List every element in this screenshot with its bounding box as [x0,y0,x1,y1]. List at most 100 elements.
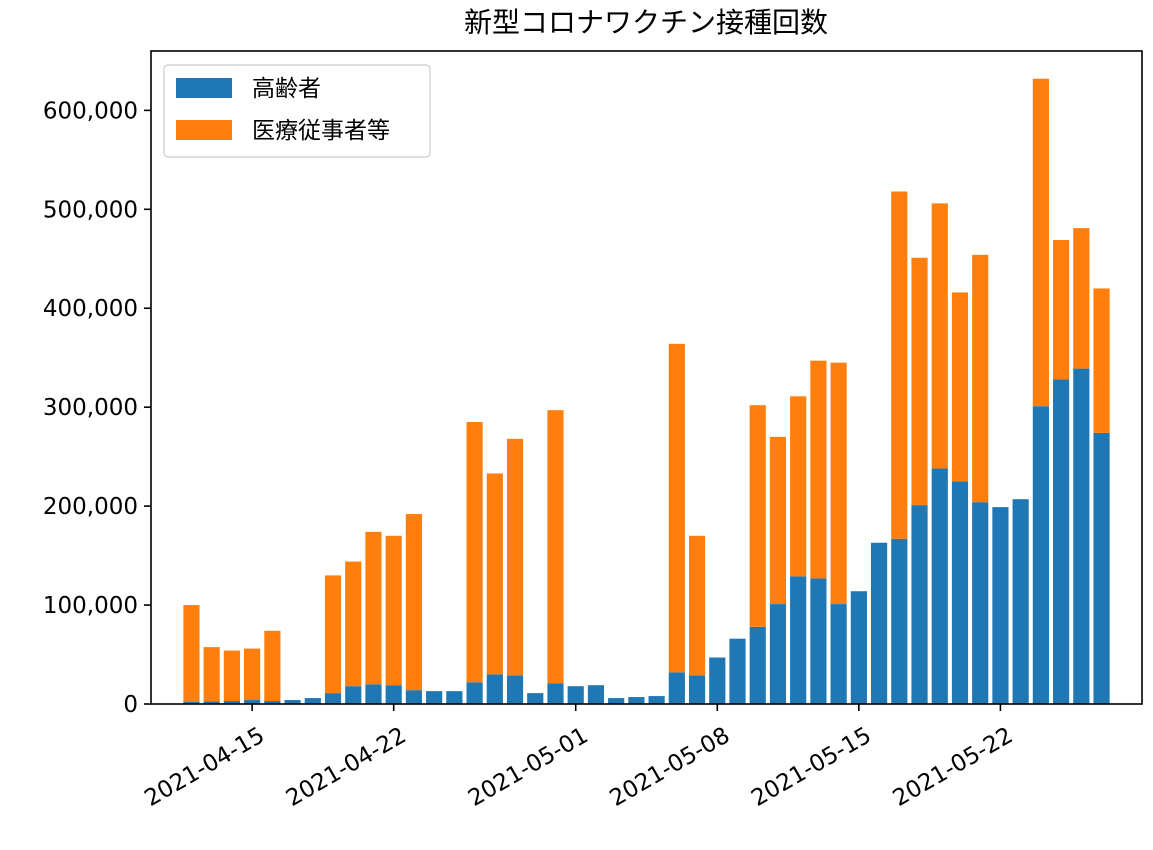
bar-medical-2021-05-26 [1073,228,1090,369]
bar-elderly-2021-04-16 [264,701,281,704]
bar-medical-2021-05-11 [769,436,787,605]
y-tick-label: 100,000 [43,593,138,619]
bar-medical-2021-05-27 [1093,288,1110,433]
bar-medical-2021-04-14 [223,650,240,702]
x-tick-label: 2021-05-15 [747,723,876,812]
bar-medical-2021-04-30 [547,410,564,684]
bar-elderly-2021-04-26 [466,682,483,704]
bar-elderly-2021-05-21 [972,502,989,704]
bar-elderly-2021-05-27 [1093,432,1110,704]
legend: 高齢者 医療従事者等 [163,64,431,158]
bar-elderly-2021-04-15 [244,700,261,704]
bar-elderly-2021-05-24 [1032,406,1049,704]
bar-medical-2021-04-28 [506,438,524,676]
bar-medical-2021-04-26 [466,422,483,683]
bar-elderly-2021-04-21 [365,684,382,704]
bar-elderly-2021-05-17 [891,538,908,704]
bar-elderly-2021-05-10 [749,626,766,704]
bar-medical-2021-05-19 [931,203,948,469]
bar-elderly-2021-05-25 [1053,379,1070,704]
bar-elderly-2021-05-13 [810,578,827,704]
bar-elderly-2021-04-22 [385,685,402,704]
bar-medical-2021-04-22 [385,535,402,686]
bar-medical-2021-05-18 [911,257,928,506]
bar-medical-2021-04-20 [345,561,362,687]
y-tick-label: 400,000 [43,296,138,322]
legend-swatch-elderly [176,78,232,98]
bar-elderly-2021-05-06 [668,672,685,704]
bar-elderly-2021-04-23 [405,690,423,704]
bar-elderly-2021-05-05 [648,696,665,704]
bar-elderly-2021-05-18 [911,505,928,704]
bar-elderly-2021-04-28 [506,675,524,704]
x-tick-label: 2021-05-22 [889,723,1018,812]
bar-medical-2021-04-23 [405,514,423,691]
bar-medical-2021-05-07 [688,535,706,676]
chart-title: 新型コロナワクチン接種回数 [464,6,828,39]
bar-elderly-2021-05-02 [587,685,605,704]
bar-elderly-2021-05-19 [931,468,948,704]
bar-medical-2021-04-21 [365,531,382,685]
x-tick-label: 2021-05-08 [606,723,735,812]
bar-elderly-2021-05-12 [790,576,807,704]
y-axis: 0 100,000 200,000 300,000 400,000 500,000 600,… [43,98,151,718]
bars-group [183,78,1110,704]
bar-elderly-2021-04-29 [527,693,544,704]
bar-elderly-2021-04-19 [324,693,342,704]
bar-elderly-2021-05-01 [567,686,584,704]
bar-elderly-2021-05-23 [1012,499,1029,704]
bar-medical-2021-05-24 [1032,78,1049,407]
y-tick-label: 600,000 [43,98,138,124]
bar-medical-2021-04-15 [244,648,261,701]
bar-elderly-2021-04-24 [426,691,443,704]
bar-medical-2021-04-19 [324,575,342,694]
x-axis: 2021-04-15 2021-04-22 2021-05-01 2021-05-08… [140,704,1017,812]
bar-elderly-2021-04-18 [304,698,321,704]
bar-elderly-2021-05-20 [951,481,969,704]
bar-elderly-2021-05-15 [850,591,867,704]
bar-medical-2021-05-06 [668,343,685,673]
y-tick-label: 0 [123,692,138,718]
bar-medical-2021-04-16 [264,630,281,702]
bar-elderly-2021-04-25 [446,691,463,704]
bar-elderly-2021-05-26 [1073,368,1090,704]
bar-medical-2021-04-13 [203,647,220,702]
bar-elderly-2021-05-11 [769,604,787,704]
x-tick-label: 2021-04-15 [140,723,269,812]
bar-elderly-2021-04-13 [203,701,220,704]
legend-label-elderly: 高齢者 [252,76,321,102]
bar-medical-2021-05-25 [1053,239,1070,380]
bar-elderly-2021-04-20 [345,686,362,704]
bar-elderly-2021-05-07 [688,675,706,704]
bar-medical-2021-05-12 [790,396,807,577]
bar-elderly-2021-05-09 [729,638,746,704]
x-tick-label: 2021-05-01 [464,723,593,812]
bar-medical-2021-05-20 [951,292,969,482]
x-tick-label: 2021-04-22 [282,723,411,812]
bar-elderly-2021-05-03 [608,698,625,704]
bar-elderly-2021-05-22 [992,507,1009,704]
bar-elderly-2021-04-14 [223,701,240,704]
bar-medical-2021-05-13 [810,360,827,579]
bar-medical-2021-04-27 [486,473,503,675]
bar-elderly-2021-05-14 [830,604,847,704]
legend-swatch-medical [176,120,232,140]
bar-elderly-2021-05-08 [709,657,726,704]
y-tick-label: 300,000 [43,395,138,421]
y-tick-label: 200,000 [43,494,138,520]
bar-elderly-2021-04-17 [284,700,301,704]
bar-medical-2021-04-12 [183,605,200,703]
bar-elderly-2021-04-27 [486,674,503,704]
bar-medical-2021-05-21 [972,254,989,503]
bar-elderly-2021-05-04 [628,697,645,704]
bar-medical-2021-05-17 [891,191,908,539]
legend-label-medical: 医療従事者等 [252,118,390,144]
y-tick-label: 500,000 [43,197,138,223]
bar-elderly-2021-04-12 [183,702,200,704]
bar-medical-2021-05-10 [749,405,766,627]
bar-elderly-2021-04-30 [547,683,564,704]
plot-frame [150,50,1143,705]
bar-medical-2021-05-14 [830,362,847,605]
bar-elderly-2021-05-16 [870,542,888,704]
